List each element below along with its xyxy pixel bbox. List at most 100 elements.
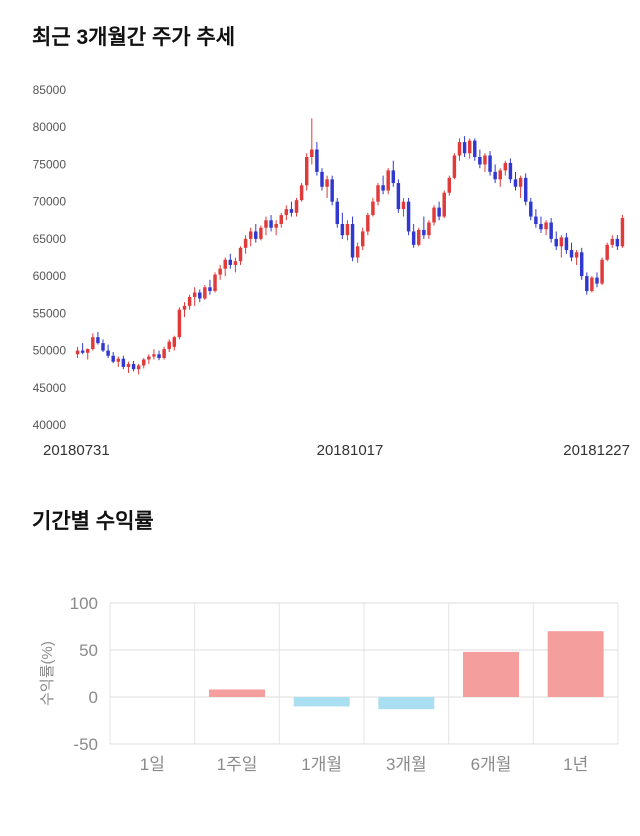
candle-up	[177, 307, 182, 340]
y-tick-label: 50000	[33, 344, 67, 358]
candle-down	[157, 350, 161, 361]
candle-up	[432, 205, 436, 226]
category-label: 6개월	[471, 755, 512, 774]
candle-down	[340, 212, 345, 239]
candle-up	[75, 346, 80, 358]
candle-up	[213, 272, 217, 293]
candle-down	[422, 216, 426, 239]
price-trend-section: 최근 3개월간 주가 추세 85000 80000 75000 70000 65000 6…	[0, 26, 640, 462]
candle-up	[142, 358, 146, 369]
candle-down	[493, 164, 497, 184]
candle-up	[167, 339, 171, 353]
candle-up	[376, 183, 380, 206]
candle-up	[152, 349, 156, 360]
candle-down	[539, 216, 543, 233]
return-bar	[378, 697, 435, 710]
price-trend-title: 최근 3개월간 주가 추세	[32, 26, 236, 49]
candle-down	[121, 355, 126, 370]
candle-down	[523, 173, 528, 206]
candle-up	[498, 168, 502, 187]
candle-up	[574, 250, 579, 265]
y-tick-label: 65000	[33, 232, 67, 246]
candle-down	[595, 272, 599, 288]
horizontal-gridlines: 100 50 0 -50	[70, 594, 618, 754]
vertical-gridlines	[109, 603, 619, 744]
candle-up	[136, 363, 141, 375]
candle-up	[590, 276, 594, 293]
candle-down	[585, 272, 589, 295]
x-tick-label: 20181017	[317, 442, 384, 459]
candles	[75, 118, 625, 375]
y-tick-label: 60000	[33, 269, 67, 283]
candle-up	[147, 354, 151, 364]
candle-down	[289, 201, 294, 217]
candle-down	[269, 215, 273, 232]
candle-up	[483, 153, 487, 172]
candle-up	[162, 346, 166, 360]
return-bars	[209, 631, 604, 710]
y-tick-label: 0	[89, 688, 98, 707]
y-axis-label: 수익률(%)	[39, 641, 56, 706]
returns-section: 기간별 수익률 100 50 0 -50 1일 1주일 1개월 3개월 6개월 1년 수익률(%)	[0, 510, 640, 789]
candle-down	[396, 179, 401, 213]
candle-up	[299, 183, 304, 202]
candle-down	[381, 175, 385, 195]
candle-up	[447, 175, 452, 196]
candle-up	[442, 190, 446, 219]
candle-down	[208, 279, 212, 295]
y-tick-label: 45000	[33, 381, 67, 395]
candle-up	[366, 212, 370, 236]
y-tick-label: 40000	[33, 418, 67, 432]
candle-down	[335, 197, 339, 228]
x-axis-category-labels: 1일 1주일 1개월 3개월 6개월 1년	[140, 755, 588, 774]
candle-up	[86, 348, 90, 360]
candle-down	[615, 235, 620, 251]
candle-down	[564, 232, 569, 254]
candle-down	[534, 209, 538, 228]
candle-down	[406, 197, 411, 236]
candle-up	[610, 235, 614, 248]
candle-up	[284, 205, 289, 221]
candle-up	[187, 294, 192, 310]
x-axis-tick-labels: 20180731 20181017 20181227	[43, 442, 630, 459]
y-tick-label: 50	[79, 641, 98, 660]
candle-up	[238, 246, 243, 265]
candle-down	[80, 343, 85, 355]
returns-title: 기간별 수익률	[32, 510, 154, 533]
candle-up	[223, 257, 227, 277]
price-candlestick-chart: 85000 80000 75000 70000 65000 60000 55000 50000…	[33, 83, 630, 459]
candle-up	[452, 153, 457, 180]
candle-down	[315, 142, 319, 176]
candle-up	[116, 356, 121, 367]
candle-down	[101, 339, 105, 353]
candle-down	[106, 344, 110, 358]
return-bar	[209, 689, 265, 697]
candle-up	[600, 257, 604, 286]
candle-up	[355, 242, 360, 263]
candle-up	[325, 175, 329, 198]
candle-down	[391, 160, 396, 187]
y-tick-label: 70000	[33, 195, 67, 209]
y-tick-label: 75000	[33, 157, 67, 171]
candle-up	[259, 225, 263, 241]
category-label: 3개월	[386, 755, 427, 774]
candle-up	[518, 175, 523, 198]
candle-down	[569, 242, 574, 262]
candle-up	[182, 302, 187, 318]
y-tick-label: 55000	[33, 306, 67, 320]
candle-up	[126, 361, 131, 373]
candle-down	[508, 158, 513, 184]
candle-up	[417, 227, 421, 247]
candle-up	[605, 242, 609, 262]
candle-down	[462, 136, 467, 157]
period-returns-bar-chart: 100 50 0 -50 1일 1주일 1개월 3개월 6개월 1년 수익률(%)	[39, 594, 619, 774]
category-label: 1일	[140, 755, 165, 774]
candle-down	[478, 149, 482, 169]
candle-down	[437, 201, 441, 221]
candle-up	[233, 257, 238, 273]
candle-up	[192, 287, 197, 306]
candle-up	[248, 227, 253, 247]
candle-down	[320, 168, 324, 191]
candle-up	[304, 153, 309, 191]
candle-down	[228, 253, 233, 269]
